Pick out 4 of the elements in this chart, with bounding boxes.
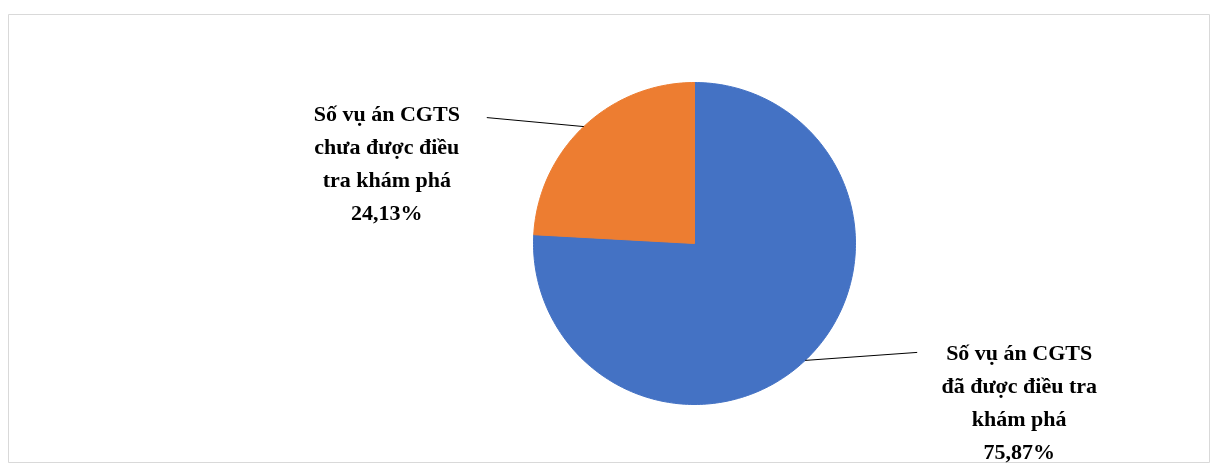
data-label: 24,13% (351, 200, 423, 226)
slice-label: Số vụ án CGTS đã được điều tra khám phá (941, 339, 1097, 431)
data-label: 75,87% (983, 438, 1055, 463)
slice-label: Số vụ án CGTS chưa được điều tra khám phá (313, 101, 460, 193)
